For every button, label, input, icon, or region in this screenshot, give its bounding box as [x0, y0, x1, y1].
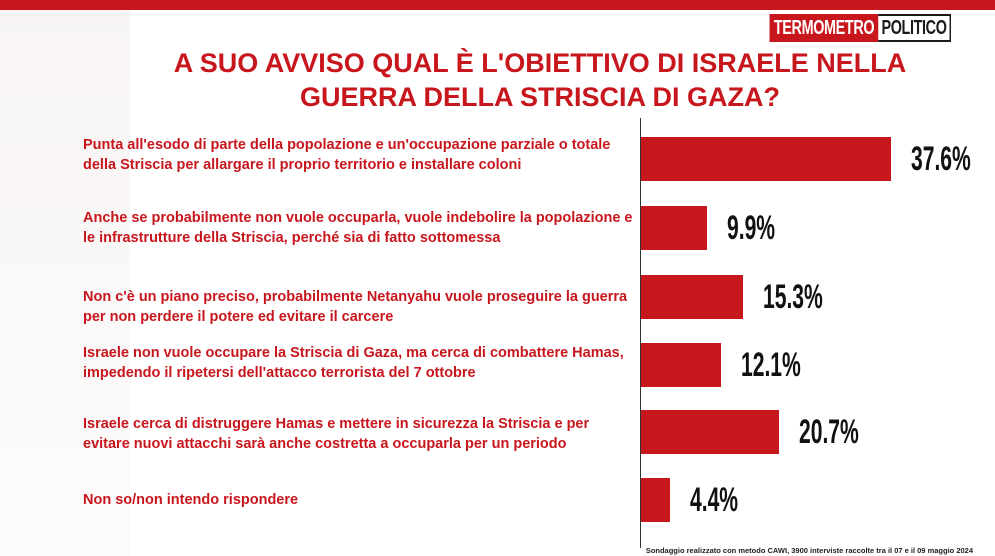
- logo-text-politico: POLITICO: [878, 14, 951, 42]
- top-accent-bar: [0, 0, 995, 10]
- category-label: Anche se probabilmente non vuole occupar…: [83, 210, 633, 246]
- category-label: Non so/non intendo rispondere: [83, 492, 299, 508]
- axis-divider: [640, 118, 641, 548]
- bar-value-label: 20.7%: [799, 413, 859, 451]
- chart-title-line-2: GUERRA DELLA STRISCIA DI GAZA?: [300, 82, 780, 112]
- category-label: Non c'è un piano preciso, probabilmente …: [83, 289, 628, 325]
- category-label: Israele cerca di distruggere Hamas e met…: [83, 416, 590, 452]
- category-label: Punta all'esodo di parte della popolazio…: [83, 137, 611, 173]
- logo-text-termometro: TERMOMETRO: [769, 14, 879, 42]
- bar-value-label: 37.6%: [911, 140, 971, 178]
- bar-value-label: 12.1%: [741, 346, 801, 384]
- bar-value-label: 9.9%: [727, 209, 776, 247]
- bar: [641, 137, 891, 181]
- termometro-politico-logo: TERMOMETRO POLITICO: [769, 14, 951, 42]
- bar: [641, 206, 707, 250]
- chart-title: A SUO AVVISO QUAL È L'OBIETTIVO DI ISRAE…: [100, 46, 980, 114]
- bar: [641, 343, 721, 387]
- bar: [641, 478, 670, 522]
- bar: [641, 410, 779, 454]
- background-watermark: [0, 10, 130, 556]
- category-label: Israele non vuole occupare la Striscia d…: [83, 345, 624, 381]
- bar-value-label: 15.3%: [763, 278, 823, 316]
- bar-value-label: 4.4%: [690, 481, 739, 519]
- bar: [641, 275, 743, 319]
- survey-footnote: Sondaggio realizzato con metodo CAWI, 39…: [645, 546, 973, 555]
- chart-title-line-1: A SUO AVVISO QUAL È L'OBIETTIVO DI ISRAE…: [173, 48, 907, 78]
